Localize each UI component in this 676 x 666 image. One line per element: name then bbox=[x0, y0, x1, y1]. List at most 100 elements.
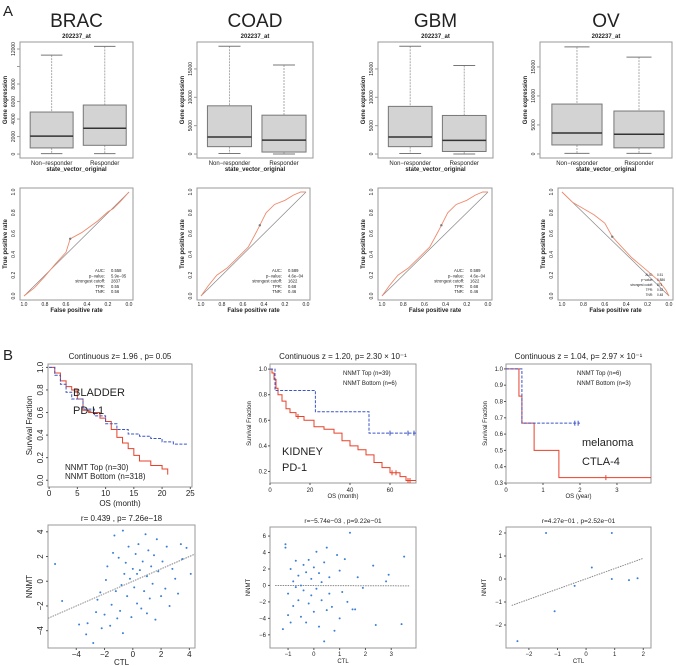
roc-stat-value: 2837 bbox=[111, 279, 121, 284]
data-point bbox=[294, 559, 297, 562]
km-title: Continuous z= 1.96 , p= 0.05 bbox=[69, 352, 172, 361]
km-frame bbox=[269, 363, 417, 484]
roc-stat-value: 0.46 bbox=[288, 289, 297, 294]
x-tick-label: 0.8 bbox=[42, 302, 49, 308]
scatter-frame bbox=[47, 524, 196, 649]
data-point bbox=[307, 558, 310, 561]
y-tick-label: 0.2 bbox=[549, 272, 555, 279]
y-tick-label: 0.2 bbox=[36, 452, 45, 464]
data-point bbox=[95, 611, 98, 614]
x-tick-label: 0.2 bbox=[105, 302, 112, 308]
y-tick-label: 0.6 bbox=[259, 418, 268, 424]
x-axis-label: OS (month) bbox=[327, 494, 358, 500]
x-tick-label: 1 bbox=[541, 488, 545, 494]
data-point bbox=[338, 569, 341, 572]
y-tick-label: 2 bbox=[36, 554, 45, 559]
roc-stat-label: strongest cutoff: bbox=[252, 279, 282, 284]
data-point bbox=[100, 627, 103, 630]
box bbox=[613, 110, 665, 149]
boxplot-frame bbox=[196, 41, 314, 159]
data-point bbox=[150, 565, 153, 568]
data-point bbox=[99, 591, 102, 594]
y-tick-label: 0.4 bbox=[549, 251, 555, 258]
x-tick-label: 0.6 bbox=[601, 302, 608, 308]
x-tick-label: 2 bbox=[364, 652, 368, 658]
data-point bbox=[348, 531, 351, 534]
y-tick-label: 0.3 bbox=[495, 481, 504, 487]
data-point bbox=[299, 615, 302, 618]
category-label: Responder bbox=[90, 161, 119, 167]
x-axis-label: False positive rate bbox=[50, 308, 103, 314]
y-axis-label: Gene expression bbox=[523, 75, 529, 124]
y-axis-label: True positive rate bbox=[180, 218, 186, 268]
y-tick-label: 0.6 bbox=[188, 230, 194, 237]
roc-stat-label: strongest cutoff: bbox=[630, 283, 653, 287]
roc-frame bbox=[377, 187, 493, 301]
y-tick-label: 5000 bbox=[188, 120, 194, 131]
category-label: Non−responder bbox=[209, 161, 251, 167]
data-point bbox=[106, 565, 109, 568]
roc-stat-value: 0.48 bbox=[657, 293, 663, 297]
y-tick-label: 0.8 bbox=[549, 209, 555, 216]
y-axis-label: NNMT bbox=[25, 575, 34, 598]
data-point bbox=[96, 598, 99, 601]
roc-stat-value: 0.589 bbox=[470, 268, 481, 273]
boxplot-frame bbox=[19, 41, 134, 159]
data-point bbox=[287, 592, 290, 595]
legend-entry: NNMT Top (n=6) bbox=[577, 371, 621, 377]
roc-stat-value: 0.886 bbox=[657, 278, 665, 282]
data-point bbox=[610, 531, 613, 534]
data-point bbox=[292, 605, 295, 608]
y-tick-label: 0 bbox=[499, 577, 503, 583]
x-tick-label: 0.6 bbox=[63, 302, 70, 308]
x-tick-label: 0.4 bbox=[261, 302, 268, 308]
km-annotation: BLADDER bbox=[73, 387, 125, 399]
x-tick-label: −2 bbox=[100, 650, 110, 659]
y-axis-label: NNMT bbox=[482, 579, 488, 597]
data-point bbox=[341, 591, 344, 594]
data-point bbox=[145, 612, 148, 615]
data-point bbox=[320, 599, 323, 602]
scatter-title: r=4.27e−01 , p=2.52e−01 bbox=[542, 518, 616, 525]
y-tick-label: 0.8 bbox=[188, 209, 194, 216]
x-tick-label: 0.2 bbox=[463, 302, 470, 308]
diagonal-line bbox=[381, 191, 489, 297]
data-point bbox=[127, 545, 130, 548]
km-annotation: melanoma bbox=[582, 437, 634, 449]
x-tick-label: 0.0 bbox=[666, 302, 673, 308]
data-point bbox=[126, 595, 129, 598]
data-point bbox=[400, 623, 403, 626]
data-point bbox=[136, 572, 139, 575]
y-axis-label: Survival Fraction bbox=[25, 396, 34, 456]
data-point bbox=[325, 609, 328, 612]
x-axis-label: CTL bbox=[114, 658, 130, 666]
data-point bbox=[168, 604, 171, 607]
km-annotation: KIDNEY bbox=[282, 446, 324, 458]
roc-stat-label: TNR: bbox=[272, 289, 282, 294]
data-point bbox=[361, 586, 364, 589]
data-point bbox=[145, 575, 148, 578]
data-point bbox=[318, 572, 321, 575]
data-point bbox=[185, 546, 188, 549]
x-tick-label: 40 bbox=[347, 488, 354, 494]
data-point bbox=[305, 621, 308, 624]
data-point bbox=[553, 610, 556, 613]
data-point bbox=[305, 571, 308, 574]
y-axis-label: True positive rate bbox=[541, 218, 547, 268]
roc-stat-value: 0.55 bbox=[111, 284, 120, 289]
data-point bbox=[328, 576, 331, 579]
category-label: Non−responder bbox=[31, 161, 73, 167]
x-tick-label: 2 bbox=[159, 650, 164, 659]
x-tick-label: 0.0 bbox=[303, 302, 310, 308]
box bbox=[29, 111, 74, 149]
data-point bbox=[315, 550, 318, 553]
legend-entry: NNMT Bottom (n=3) bbox=[577, 381, 631, 387]
data-point bbox=[310, 577, 313, 580]
x-tick-label: 1.0 bbox=[21, 302, 28, 308]
x-tick-label: 0 bbox=[504, 488, 508, 494]
y-axis-label: True positive rate bbox=[361, 218, 367, 268]
roc-stat-value: 874 bbox=[657, 283, 663, 287]
data-point bbox=[116, 617, 119, 620]
x-axis-label: OS (year) bbox=[565, 494, 591, 500]
roc-stat-value: 4.6e−04 bbox=[470, 273, 486, 278]
